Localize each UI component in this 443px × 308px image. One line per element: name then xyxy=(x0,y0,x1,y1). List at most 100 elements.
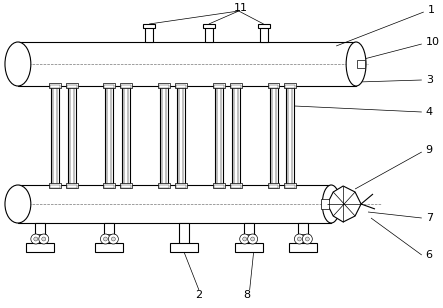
Bar xyxy=(179,223,189,245)
Ellipse shape xyxy=(5,185,31,223)
Text: 4: 4 xyxy=(426,107,433,117)
Circle shape xyxy=(42,237,46,241)
Bar xyxy=(105,185,114,188)
Circle shape xyxy=(295,234,304,244)
Ellipse shape xyxy=(346,42,366,86)
Bar xyxy=(26,243,54,252)
Bar xyxy=(105,86,113,185)
Bar xyxy=(285,185,295,188)
Bar xyxy=(268,85,279,88)
Bar xyxy=(18,42,356,86)
Bar xyxy=(35,223,45,245)
Circle shape xyxy=(109,234,118,244)
Bar xyxy=(269,86,277,185)
Bar xyxy=(104,83,115,88)
Bar xyxy=(260,26,268,42)
Circle shape xyxy=(34,237,38,241)
Bar xyxy=(176,85,186,88)
Bar xyxy=(120,83,132,88)
Bar xyxy=(215,86,223,185)
Bar xyxy=(244,223,254,245)
Bar xyxy=(287,86,295,185)
Bar xyxy=(230,83,242,88)
Bar xyxy=(34,234,46,242)
Bar xyxy=(159,185,169,188)
Bar xyxy=(143,24,155,28)
Bar xyxy=(232,86,240,185)
Text: 1: 1 xyxy=(427,5,435,15)
Bar xyxy=(18,185,331,223)
Bar xyxy=(258,24,269,28)
Circle shape xyxy=(101,234,110,244)
Circle shape xyxy=(251,237,255,241)
Bar xyxy=(289,243,317,252)
Text: 9: 9 xyxy=(426,145,433,155)
Bar xyxy=(121,185,131,188)
Bar xyxy=(175,83,187,88)
Bar xyxy=(175,183,187,188)
Bar xyxy=(203,24,215,28)
Circle shape xyxy=(243,237,247,241)
Bar xyxy=(50,85,60,88)
Bar xyxy=(214,185,224,188)
Bar xyxy=(213,83,225,88)
Ellipse shape xyxy=(5,42,31,86)
Bar xyxy=(66,83,78,88)
Bar xyxy=(170,243,198,252)
Polygon shape xyxy=(327,186,361,222)
Bar xyxy=(66,185,77,188)
Bar xyxy=(284,83,296,88)
Bar xyxy=(104,183,115,188)
Bar xyxy=(122,86,130,185)
Bar xyxy=(50,185,60,188)
Circle shape xyxy=(39,234,49,244)
Bar xyxy=(49,183,61,188)
Circle shape xyxy=(248,234,258,244)
Bar xyxy=(268,83,280,88)
Circle shape xyxy=(31,234,41,244)
Bar xyxy=(299,223,308,245)
Bar xyxy=(66,183,78,188)
Text: 6: 6 xyxy=(426,250,433,260)
Bar xyxy=(235,243,263,252)
Bar xyxy=(231,185,241,188)
Bar xyxy=(105,223,114,245)
Bar xyxy=(205,26,213,42)
Circle shape xyxy=(104,237,107,241)
Bar xyxy=(284,183,296,188)
Bar xyxy=(158,183,170,188)
Text: 7: 7 xyxy=(426,213,433,223)
Bar xyxy=(357,60,365,68)
Bar xyxy=(66,85,77,88)
Bar xyxy=(49,83,61,88)
Bar xyxy=(96,243,123,252)
Circle shape xyxy=(305,237,309,241)
Bar xyxy=(68,86,76,185)
Bar xyxy=(120,183,132,188)
Bar xyxy=(231,85,241,88)
Bar xyxy=(121,85,131,88)
Ellipse shape xyxy=(322,185,340,223)
Circle shape xyxy=(240,234,250,244)
Text: 3: 3 xyxy=(426,75,433,85)
Bar xyxy=(268,185,279,188)
Bar xyxy=(297,234,309,242)
Bar xyxy=(230,183,242,188)
Bar xyxy=(268,183,280,188)
Text: 10: 10 xyxy=(426,37,440,47)
Bar xyxy=(159,85,169,88)
Circle shape xyxy=(303,234,312,244)
Bar xyxy=(285,85,295,88)
Bar xyxy=(177,86,185,185)
Bar xyxy=(176,185,186,188)
Text: 8: 8 xyxy=(243,290,250,300)
Text: 2: 2 xyxy=(195,290,202,300)
Bar xyxy=(51,86,58,185)
Text: 11: 11 xyxy=(234,3,248,13)
Bar xyxy=(243,234,255,242)
Bar xyxy=(160,86,168,185)
Bar xyxy=(321,199,329,209)
Circle shape xyxy=(111,237,115,241)
Bar xyxy=(104,234,115,242)
Bar xyxy=(158,83,170,88)
